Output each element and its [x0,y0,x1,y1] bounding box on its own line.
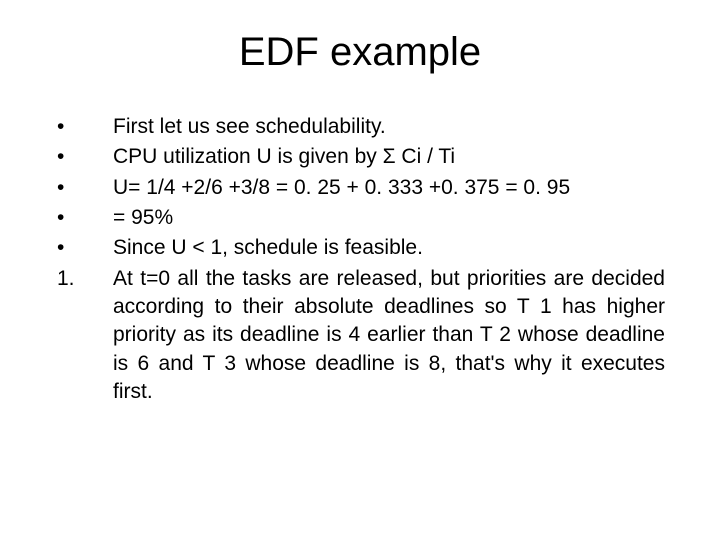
list-item: 1. At t=0 all the tasks are released, bu… [55,265,665,407]
list-item: • U= 1/4 +2/6 +3/8 = 0. 25 + 0. 333 +0. … [55,174,665,202]
slide-content: • First let us see schedulability. • CPU… [55,113,665,406]
bullet-marker: • [55,174,113,202]
slide-title: EDF example [55,30,665,75]
list-item: • = 95% [55,204,665,232]
item-text: Since U < 1, schedule is feasible. [113,234,665,262]
bullet-marker: • [55,143,113,171]
list-item: • Since U < 1, schedule is feasible. [55,234,665,262]
item-text: U= 1/4 +2/6 +3/8 = 0. 25 + 0. 333 +0. 37… [113,174,665,202]
bullet-marker: • [55,204,113,232]
item-text: CPU utilization U is given by Σ Ci / Ti [113,143,665,171]
item-text: At t=0 all the tasks are released, but p… [113,265,665,407]
list-item: • First let us see schedulability. [55,113,665,141]
item-text: = 95% [113,204,665,232]
bullet-marker: • [55,234,113,262]
number-marker: 1. [55,265,113,407]
bullet-marker: • [55,113,113,141]
item-text: First let us see schedulability. [113,113,665,141]
list-item: • CPU utilization U is given by Σ Ci / T… [55,143,665,171]
